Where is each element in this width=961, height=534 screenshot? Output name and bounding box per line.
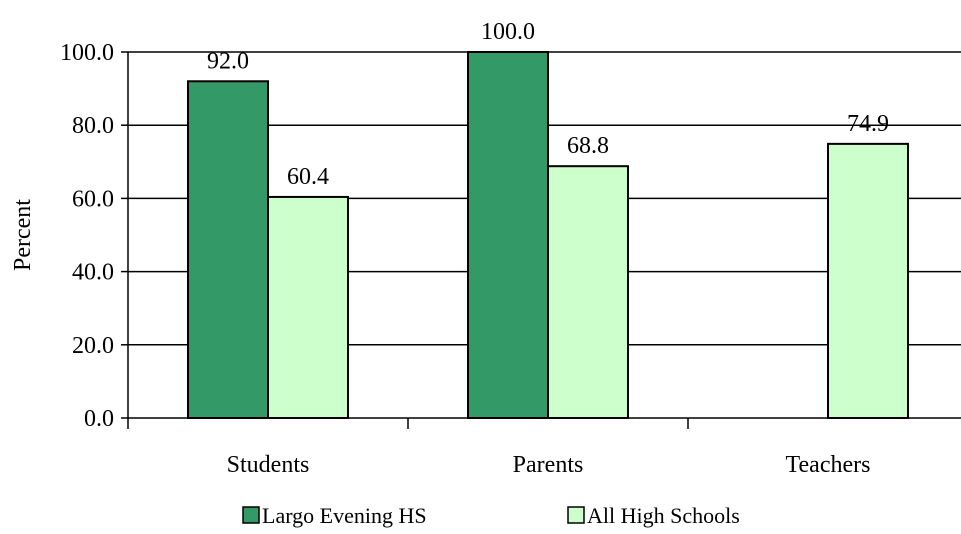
y-axis-title: Percent (10, 199, 36, 271)
bar-largo-evening-hs-students (187, 80, 269, 419)
y-tick-label: 60.0 (72, 186, 114, 212)
bar-largo-evening-hs-parents (467, 51, 549, 419)
y-tick-label: 0.0 (84, 406, 114, 432)
legend-label: All High Schools (587, 503, 740, 528)
axes (121, 51, 961, 429)
x-category-label: Students (227, 452, 310, 478)
data-label: 68.8 (567, 133, 609, 159)
legend-swatch (242, 506, 260, 524)
y-tick-label: 20.0 (72, 333, 114, 359)
legend-label: Largo Evening HS (262, 503, 427, 528)
bar-all-high-schools-parents (547, 165, 629, 419)
y-tick-label: 80.0 (72, 113, 114, 139)
legend-swatch (567, 506, 585, 524)
data-label: 92.0 (207, 48, 249, 74)
data-label: 74.9 (847, 111, 889, 137)
x-category-label: Teachers (786, 452, 871, 478)
bars (187, 51, 909, 419)
labels: 0.0 20.0 40.0 60.0 80.0 100.0 92.0 60.4 Students… (60, 19, 889, 478)
y-tick-label: 100.0 (60, 40, 114, 66)
data-label: 60.4 (287, 164, 329, 190)
legend: Largo Evening HS All High Schools (242, 503, 740, 528)
bar-all-high-schools-students (267, 195, 349, 419)
x-category-label: Parents (513, 452, 584, 478)
bar-all-high-schools-teachers (827, 142, 909, 419)
y-tick-label: 40.0 (72, 260, 114, 286)
data-label: 100.0 (481, 19, 535, 45)
